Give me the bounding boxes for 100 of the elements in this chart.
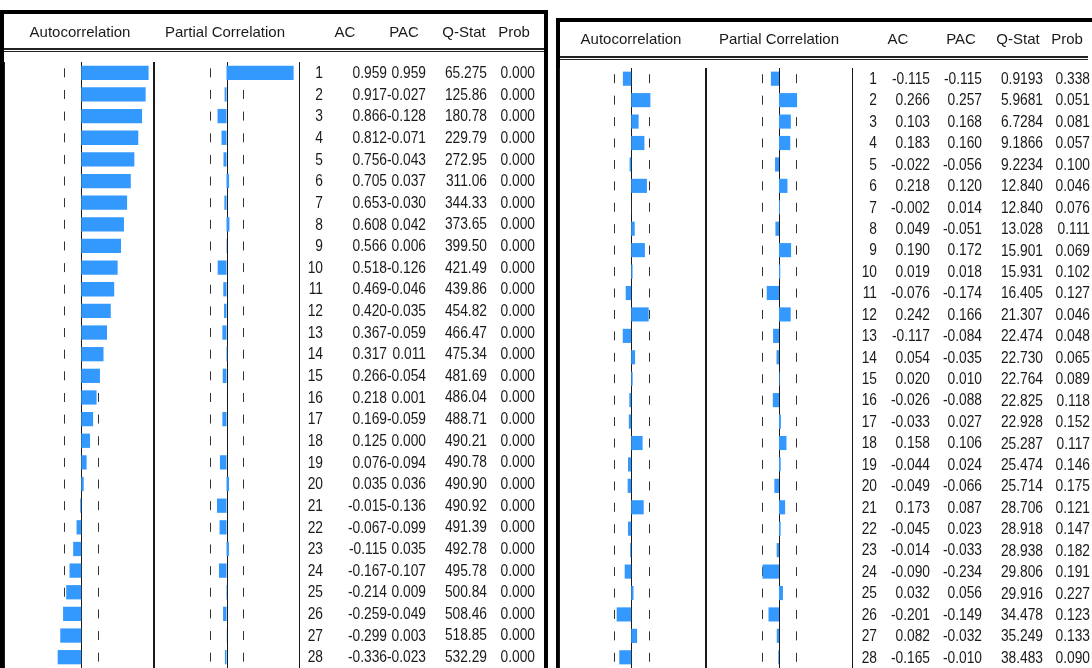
text: 29.916: [1000, 584, 1043, 602]
y-tick-label: 6: [315, 172, 323, 190]
data-label: -0.234: [942, 562, 982, 580]
text: 0.191: [1055, 563, 1090, 581]
y-tick-label: 17: [861, 412, 877, 430]
text: 0.000: [500, 496, 535, 514]
data-label: -0.336: [347, 648, 387, 666]
text: 508.46: [444, 604, 487, 622]
bar: [631, 586, 634, 601]
bar: [631, 243, 645, 258]
chart-title: Partial Correlation: [164, 22, 286, 40]
data-label: -0.094: [386, 453, 426, 471]
data-label: -0.002: [890, 198, 930, 216]
bar: [768, 607, 779, 622]
data-label: 0.036: [391, 475, 426, 493]
y-tick-label: 22: [861, 520, 877, 537]
data-label: 0.160: [947, 134, 982, 152]
data-label: -0.214: [347, 583, 387, 601]
text: 25.287: [1000, 434, 1043, 452]
y-tick-label: 27: [307, 626, 323, 644]
bar: [772, 393, 779, 408]
data-label: -0.014: [890, 541, 930, 559]
text: 0.000: [500, 323, 535, 341]
text: 0.000: [500, 453, 535, 471]
text: 0.227: [1055, 584, 1090, 602]
y-tick-label: 5: [315, 150, 323, 168]
data-label: 0.076: [352, 453, 387, 471]
data-label: -0.076: [890, 284, 930, 302]
bar: [775, 221, 779, 237]
bar: [81, 239, 122, 254]
bar: [222, 368, 227, 384]
text: PAC: [946, 29, 976, 47]
text: 34.478: [1000, 606, 1043, 624]
data-label: 0.001: [391, 388, 426, 406]
y-tick-label: 2: [315, 85, 323, 103]
bar: [762, 564, 779, 579]
data-label: -0.022: [890, 155, 930, 173]
text: 0.000: [500, 64, 535, 81]
y-tick-label: 18: [861, 434, 877, 452]
y-tick-label: 9: [315, 237, 323, 255]
text: 0.000: [500, 345, 535, 363]
text: 0.000: [500, 237, 535, 255]
text: 29.806: [1000, 563, 1043, 581]
text: 22.730: [1000, 348, 1043, 366]
bar: [57, 650, 82, 665]
y-tick-label: 28: [861, 648, 877, 666]
bar: [81, 282, 115, 297]
text: 16.405: [1000, 284, 1043, 302]
text: 0.065: [1055, 348, 1090, 366]
text: 0.000: [500, 388, 535, 406]
data-label: -0.067: [347, 518, 387, 536]
data-label: 0.056: [947, 584, 982, 602]
text: 0.117: [1056, 434, 1090, 452]
y-tick-label: 14: [307, 345, 323, 363]
data-label: -0.051: [942, 220, 982, 237]
data-label: -0.033: [890, 412, 930, 430]
data-label: 0.027: [947, 412, 982, 430]
bar: [773, 329, 779, 344]
text: 0.175: [1055, 477, 1090, 495]
data-label: 0.317: [352, 345, 387, 363]
bar: [625, 286, 632, 301]
y-tick-label: 21: [861, 498, 877, 516]
text: 0.000: [500, 258, 535, 276]
chart-title: Partial Correlation: [718, 29, 840, 47]
data-label: -0.010: [942, 648, 982, 666]
text: 125.86: [444, 85, 487, 103]
bar: [223, 152, 227, 167]
bar: [217, 260, 227, 275]
text: 495.78: [444, 561, 487, 579]
data-label: -0.044: [890, 455, 930, 473]
data-label: 0.120: [947, 177, 982, 195]
text: 0.000: [500, 410, 535, 428]
text: 6.7284: [1000, 112, 1043, 130]
text: 0.000: [500, 172, 535, 190]
bar: [73, 542, 82, 557]
data-label: -0.049: [890, 477, 930, 495]
y-tick-label: 23: [307, 540, 323, 558]
data-label: 0.566: [352, 237, 387, 255]
data-label: -0.030: [386, 193, 426, 211]
bar: [779, 136, 791, 151]
text: 0.102: [1055, 262, 1090, 280]
data-label: -0.149: [942, 605, 982, 623]
data-label: 0.959: [391, 64, 426, 82]
y-tick-label: 26: [307, 605, 323, 623]
text: 38.483: [1000, 648, 1043, 666]
bar: [81, 260, 118, 275]
text: 399.50: [444, 237, 487, 255]
y-tick-label: 8: [869, 220, 877, 237]
text: 15.931: [1000, 262, 1043, 280]
data-label: -0.126: [386, 258, 426, 276]
y-tick-label: 4: [869, 134, 877, 152]
data-label: 0.023: [947, 520, 982, 537]
bar: [779, 243, 792, 258]
data-label: 0.218: [352, 388, 387, 406]
text: 0.000: [500, 107, 535, 125]
text: 28.918: [1000, 520, 1043, 538]
text: 5.9681: [1000, 91, 1043, 109]
y-tick-label: 1: [315, 64, 323, 82]
data-label: -0.046: [386, 280, 426, 298]
data-label: -0.027: [386, 85, 426, 103]
